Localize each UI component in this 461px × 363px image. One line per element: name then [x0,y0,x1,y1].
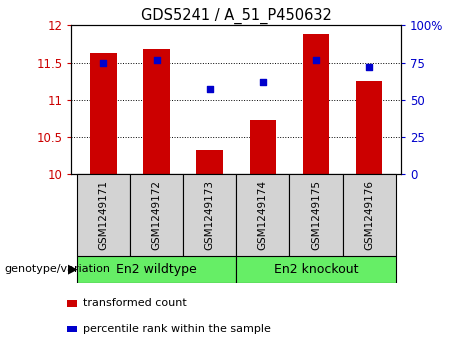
Bar [303,34,329,174]
Text: GSM1249174: GSM1249174 [258,180,268,250]
Point [206,86,213,92]
FancyBboxPatch shape [236,256,396,283]
FancyBboxPatch shape [236,174,290,256]
FancyBboxPatch shape [183,174,236,256]
FancyBboxPatch shape [290,174,343,256]
FancyBboxPatch shape [130,174,183,256]
Text: GSM1249175: GSM1249175 [311,180,321,250]
Point [153,57,160,62]
Bar [143,49,170,174]
Bar [249,120,276,174]
Title: GDS5241 / A_51_P450632: GDS5241 / A_51_P450632 [141,8,332,24]
Point [366,64,373,70]
FancyBboxPatch shape [77,256,236,283]
Bar [90,53,117,174]
Point [259,79,266,85]
Text: GSM1249176: GSM1249176 [364,180,374,250]
Text: En2 wildtype: En2 wildtype [116,263,197,276]
Text: ▶: ▶ [68,263,78,276]
Bar [196,150,223,174]
Text: percentile rank within the sample: percentile rank within the sample [83,324,271,334]
Text: GSM1249171: GSM1249171 [98,180,108,250]
Text: GSM1249172: GSM1249172 [152,180,161,250]
Point [312,57,319,62]
Text: GSM1249173: GSM1249173 [205,180,215,250]
FancyBboxPatch shape [343,174,396,256]
FancyBboxPatch shape [77,174,130,256]
Text: genotype/variation: genotype/variation [5,264,111,274]
Bar [356,81,383,174]
Text: transformed count: transformed count [83,298,187,309]
Point [100,60,107,66]
Text: En2 knockout: En2 knockout [274,263,358,276]
